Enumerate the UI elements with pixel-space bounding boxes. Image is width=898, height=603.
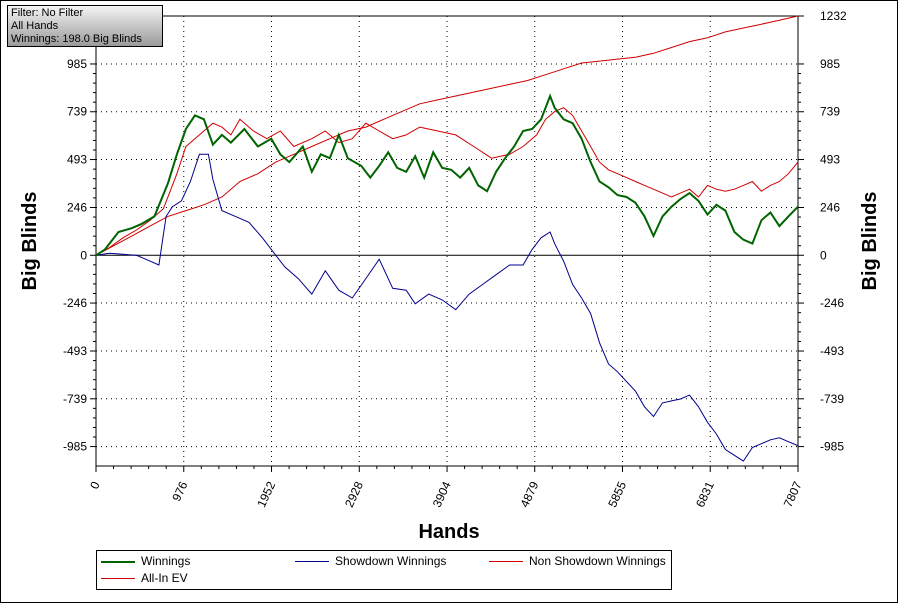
x-tick-label: 3904 <box>430 479 454 509</box>
y-axis-title-left: Big Blinds <box>19 192 41 291</box>
y-tick-label-left: -985 <box>63 440 87 454</box>
series-layer <box>95 15 799 462</box>
y-tick-label-right: 493 <box>820 153 840 167</box>
x-axis-title: Hands <box>418 521 479 543</box>
x-tick-label: 1952 <box>254 479 278 509</box>
legend-item-winnings: Winnings <box>101 553 190 569</box>
series-line-winnings <box>95 93 799 257</box>
filter-info-box: Filter: No Filter All Hands Winnings: 19… <box>7 5 163 47</box>
legend-swatch-showdown <box>295 561 329 563</box>
filter-label: Filter: No Filter <box>11 7 84 19</box>
series-line-non-showdown-winnings <box>95 15 799 256</box>
y-tick-label-right: -985 <box>820 440 844 454</box>
legend-swatch-nonshowdown <box>489 561 523 563</box>
x-tick-label: 0 <box>87 479 103 491</box>
y-tick-label-left: 493 <box>67 153 87 167</box>
x-tick-label: 4879 <box>517 479 541 509</box>
y-axis-title-right: Big Blinds <box>859 192 881 291</box>
y-tick-label-left: 0 <box>80 248 87 262</box>
y-axis-left: 985 739 493 246 0 -246 -493 -739 -985 <box>63 57 96 454</box>
y-tick-label-right: -246 <box>820 296 844 310</box>
y-tick-label-right: -493 <box>820 344 844 358</box>
y-tick-label-right: 246 <box>820 200 840 214</box>
y-tick-label-right: 739 <box>820 105 840 119</box>
x-tick-label: 2928 <box>342 479 366 509</box>
legend-label-nonshowdown: Non Showdown Winnings <box>529 554 666 568</box>
x-tick-label: 976 <box>169 479 190 503</box>
y-tick-label-right: -739 <box>820 392 844 406</box>
y-tick-label-left: 739 <box>67 105 87 119</box>
legend-swatch-winnings <box>101 560 135 563</box>
series-line-showdown-winnings <box>95 153 799 462</box>
legend: Winnings Showdown Winnings Non Showdown … <box>96 550 672 590</box>
legend-label-winnings: Winnings <box>141 554 191 568</box>
legend-swatch-allin <box>101 578 135 580</box>
y-tick-label-left: -246 <box>63 296 87 310</box>
y-tick-label-right: 1232 <box>820 9 847 23</box>
x-tick-label: 6831 <box>693 479 717 509</box>
legend-item-allin: All-In EV <box>101 570 188 586</box>
hands-label: All Hands <box>11 20 59 32</box>
series-line-all-in-ev <box>95 107 799 256</box>
y-tick-label-left: 985 <box>67 57 87 71</box>
x-tick-label: 5855 <box>605 479 629 509</box>
y-axis-right: 1232 985 739 493 246 0 -246 -493 -739 -985 <box>798 9 847 454</box>
winnings-summary: Winnings: 198.0 Big Blinds <box>11 33 142 45</box>
y-tick-label-left: -739 <box>63 392 87 406</box>
legend-item-nonshowdown: Non Showdown Winnings <box>489 553 666 569</box>
y-tick-label-left: 246 <box>67 200 87 214</box>
y-tick-label-right: 985 <box>820 57 840 71</box>
x-tick-label: 7807 <box>781 479 805 509</box>
y-tick-label-left: -493 <box>63 344 87 358</box>
legend-label-showdown: Showdown Winnings <box>335 554 447 568</box>
legend-item-showdown: Showdown Winnings <box>295 553 446 569</box>
y-tick-label-right: 0 <box>820 248 827 262</box>
legend-label-allin: All-In EV <box>141 571 188 585</box>
x-axis: 0 976 1952 2928 3904 4879 5855 6831 7807 <box>87 466 805 509</box>
